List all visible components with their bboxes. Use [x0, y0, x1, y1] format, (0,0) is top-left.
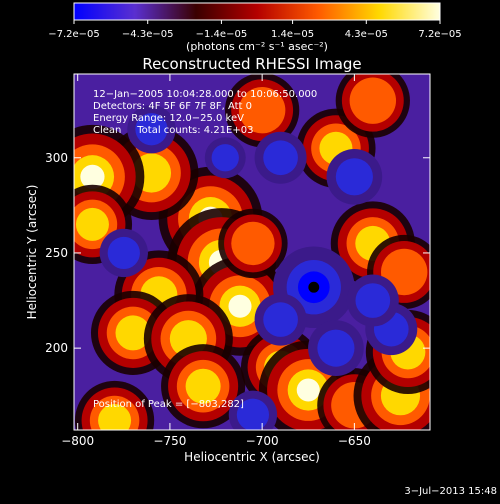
x-tick-label: −750 [153, 434, 186, 448]
heatmap-blob [254, 293, 307, 346]
annotation-total-counts: Clean Total counts: 4.21E+03 [93, 125, 253, 136]
heatmap-blob [225, 74, 300, 148]
heatmap-blob [161, 344, 246, 429]
heatmap-blob [326, 148, 383, 205]
axis-ticks: −800 −750 −700 −650 200 250 300 [45, 74, 430, 448]
colorbar-tick-label: −1.4e−05 [196, 29, 248, 40]
heatmap-blob [127, 105, 176, 154]
annotation-time-range: 12−Jan−2005 10:04:28.000 to 10:06:50.000 [93, 89, 317, 100]
heatmap-blob [254, 131, 307, 184]
heatmap [74, 74, 430, 430]
x-tick-label: −800 [61, 434, 94, 448]
timestamp: 3−Jul−2013 15:48 [404, 486, 497, 497]
heatmap-blob [99, 228, 148, 278]
colorbar-tick-label: 1.4e−05 [271, 29, 314, 40]
annotation-detectors: Detectors: 4F 5F 6F 7F 8F, Att 0 [93, 101, 252, 112]
colorbar-tick-label: 7.2e−05 [418, 29, 461, 40]
y-tick-label: 300 [45, 151, 68, 165]
heatmap-blob [204, 137, 246, 179]
colorbar [73, 2, 441, 21]
chart-title: Reconstructed RHESSI Image [142, 55, 361, 73]
colorbar-tick-label: 4.3e−05 [345, 29, 388, 40]
heatmap-blob [74, 380, 155, 430]
y-tick-label: 200 [45, 341, 68, 355]
y-tick-label: 250 [45, 246, 68, 260]
heatmap-blob [228, 390, 278, 430]
colorbar-tick-label: −4.3e−05 [122, 29, 174, 40]
x-axis-label: Heliocentric X (arcsec) [184, 450, 320, 464]
heatmap-blob [308, 320, 364, 376]
heatmap-blob [346, 274, 399, 327]
heatmap-blob [335, 74, 410, 138]
y-axis-label: Heliocentric Y (arcsec) [25, 185, 39, 320]
x-tick-label: −700 [246, 434, 279, 448]
x-tick-label: −650 [338, 434, 371, 448]
annotation-energy-range: Energy Range: 12.0−25.0 keV [93, 113, 244, 124]
heatmap-blob [218, 208, 288, 279]
plot-frame [73, 73, 431, 431]
peak-position-label: Position of Peak = [−803,282] [93, 399, 244, 410]
colorbar-tick-label: −7.2e−05 [48, 29, 100, 40]
colorbar-ticks: −7.2e−05 −4.3e−05 −1.4e−05 1.4e−05 4.3e−05 7.… [48, 20, 462, 40]
colorbar-label: (photons cm⁻² s⁻¹ asec⁻²) [186, 40, 328, 53]
